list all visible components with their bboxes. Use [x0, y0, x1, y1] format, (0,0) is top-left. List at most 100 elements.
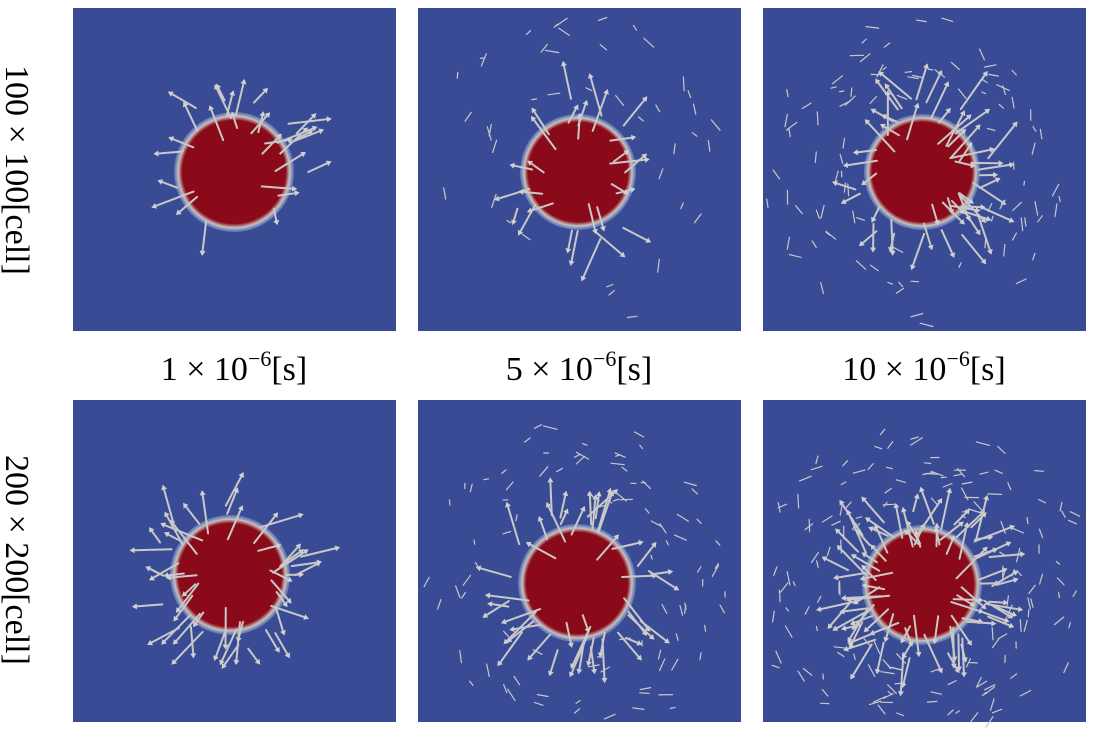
arrow-head	[871, 216, 877, 223]
arrow-shaft	[558, 27, 570, 36]
arrow-head	[318, 128, 325, 135]
arrow-head	[980, 258, 987, 265]
arrow-shaft	[852, 210, 856, 224]
arrow-shaft	[854, 555, 881, 572]
arrow-shaft	[975, 498, 988, 541]
arrow-shaft	[279, 551, 301, 567]
arrow-shaft	[999, 551, 1005, 556]
arrow-shaft	[779, 582, 789, 593]
arrow-shaft	[1038, 528, 1044, 539]
arrow-shaft	[253, 515, 277, 544]
arrow-head	[1012, 570, 1019, 576]
arrow-shaft	[1024, 217, 1027, 227]
arrow-head	[298, 549, 304, 555]
arrow-head	[300, 152, 306, 158]
arrow-head	[945, 107, 951, 114]
arrow-shaft	[953, 511, 968, 526]
arrow-head	[919, 486, 925, 493]
arrow-shaft	[822, 673, 825, 680]
arrow-shaft	[999, 199, 1006, 210]
arrow-head	[933, 522, 940, 528]
arrow-shaft	[177, 582, 200, 610]
arrow-shaft	[983, 684, 996, 691]
arrow-shaft	[915, 19, 927, 23]
arrow-shaft	[820, 281, 825, 295]
arrow-shaft	[872, 206, 881, 220]
arrow-head	[982, 546, 988, 553]
arrow-shaft	[976, 213, 991, 251]
arrow-shaft	[659, 523, 667, 534]
arrow-shaft	[606, 283, 614, 288]
arrow-shaft	[934, 69, 946, 78]
arrow-shaft	[984, 686, 996, 695]
arrow-shaft	[865, 26, 880, 29]
arrow-head	[884, 90, 891, 96]
arrow-shaft	[217, 87, 226, 102]
arrow-shaft	[619, 498, 634, 501]
arrow-shaft	[469, 680, 474, 687]
arrow-shaft	[658, 168, 664, 180]
arrow-head	[1007, 613, 1014, 619]
arrow-shaft	[627, 610, 646, 633]
arrow-shaft	[815, 455, 819, 464]
arrow-shaft	[491, 603, 510, 608]
arrow-shaft	[847, 183, 850, 197]
arrow-shaft	[1003, 244, 1006, 257]
arrow-shaft	[636, 544, 655, 567]
arrow-shaft	[167, 533, 181, 542]
arrow-shaft	[879, 428, 886, 436]
arrow-head	[545, 502, 552, 508]
arrow-shaft	[922, 222, 932, 247]
arrow-head	[936, 498, 943, 504]
velocity-arrows	[443, 16, 721, 319]
arrow-head	[644, 156, 650, 163]
arrow-shaft	[910, 312, 924, 318]
arrow-shaft	[1010, 673, 1018, 679]
arrow-shaft	[906, 532, 920, 546]
arrow-shaft	[906, 106, 918, 141]
arrow-head	[145, 566, 152, 572]
arrow-head	[982, 70, 988, 77]
arrow-shaft	[513, 164, 534, 171]
arrow-shaft	[804, 606, 810, 616]
column-label: 1 × 10−6[s]	[161, 346, 308, 388]
arrow-shaft	[947, 652, 958, 670]
arrow-shaft	[975, 677, 982, 688]
arrow-head	[968, 198, 974, 204]
arrow-shaft	[1023, 619, 1028, 632]
arrow-shaft	[785, 121, 798, 131]
arrow-shaft	[1038, 498, 1047, 504]
arrow-shaft	[987, 493, 1003, 495]
arrow-head	[530, 115, 537, 122]
arrow-shaft	[224, 475, 243, 507]
arrow-shaft	[519, 204, 536, 233]
arrow-shaft	[509, 620, 535, 641]
arrow-shaft	[831, 520, 841, 526]
arrow-head	[849, 619, 856, 626]
arrow-shaft	[578, 645, 585, 671]
arrow-head	[937, 667, 943, 674]
arrow-shaft	[837, 572, 867, 579]
arrow-head	[172, 639, 179, 645]
arrow-shaft	[775, 650, 782, 664]
arrow-head	[980, 603, 987, 610]
arrow-head	[151, 203, 157, 209]
arrow-shaft	[821, 515, 833, 523]
arrow-shaft	[513, 675, 521, 686]
arrow-shaft	[940, 476, 947, 479]
arrow-shaft	[215, 632, 226, 658]
arrow-head	[509, 162, 515, 169]
arrow-head	[164, 531, 170, 538]
arrow-head	[636, 654, 642, 661]
arrow-shaft	[615, 454, 621, 457]
arrow-shaft	[696, 518, 702, 525]
arrow-head	[959, 219, 965, 225]
arrow-head	[883, 636, 890, 643]
arrow-shaft	[926, 700, 938, 703]
arrow-shaft	[423, 576, 430, 588]
arrow-head	[570, 663, 576, 669]
arrow-shaft	[916, 533, 922, 548]
arrow-shaft	[975, 441, 991, 446]
arrow-shaft	[567, 229, 573, 250]
arrow-head	[276, 133, 282, 140]
